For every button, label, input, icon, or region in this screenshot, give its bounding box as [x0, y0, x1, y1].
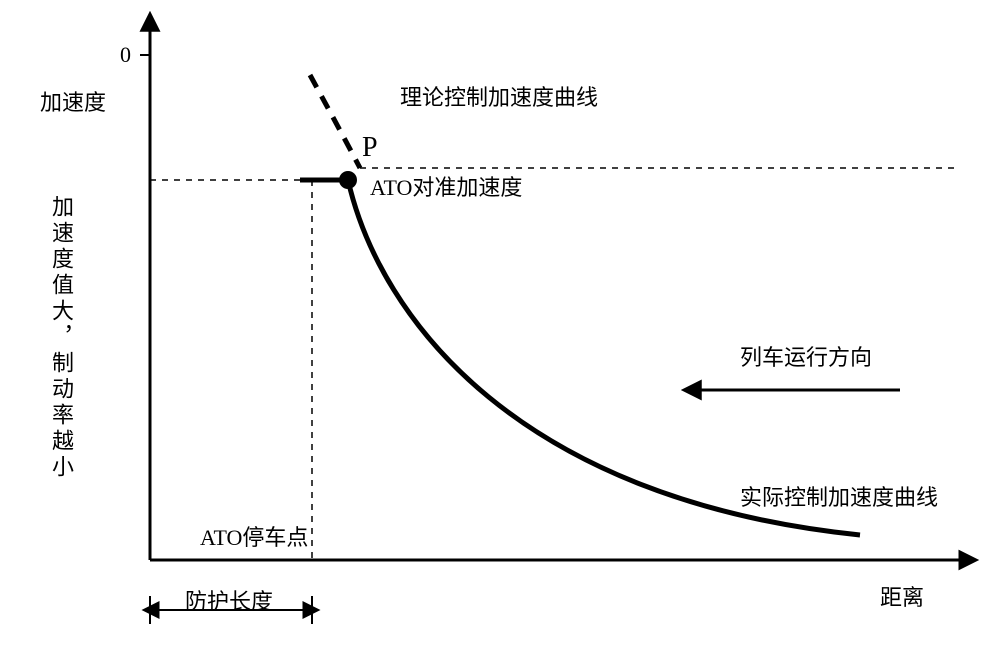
train-direction-label: 列车运行方向: [740, 340, 872, 372]
ato-stop-point-label: ATO停车点: [200, 520, 308, 552]
actual-curve-label: 实际控制加速度曲线: [740, 480, 938, 512]
ato-align-accel-label: ATO对准加速度: [370, 170, 522, 202]
protection-length-label: 防护长度: [185, 584, 273, 616]
point-p-label: P: [362, 132, 378, 164]
theoretical-curve-label: 理论控制加速度曲线: [400, 80, 598, 112]
y-axis-note: 加速度值大，制动率越小: [45, 195, 77, 481]
x-axis-label: 距离: [880, 580, 924, 612]
zero-marker: 0: [120, 42, 131, 68]
y-axis-label: 加速度: [40, 85, 106, 117]
diagram-container: 0 加速度 加速度值大，制动率越小 距离 防护长度 ATO停车点 ATO对准加速…: [0, 0, 1000, 650]
